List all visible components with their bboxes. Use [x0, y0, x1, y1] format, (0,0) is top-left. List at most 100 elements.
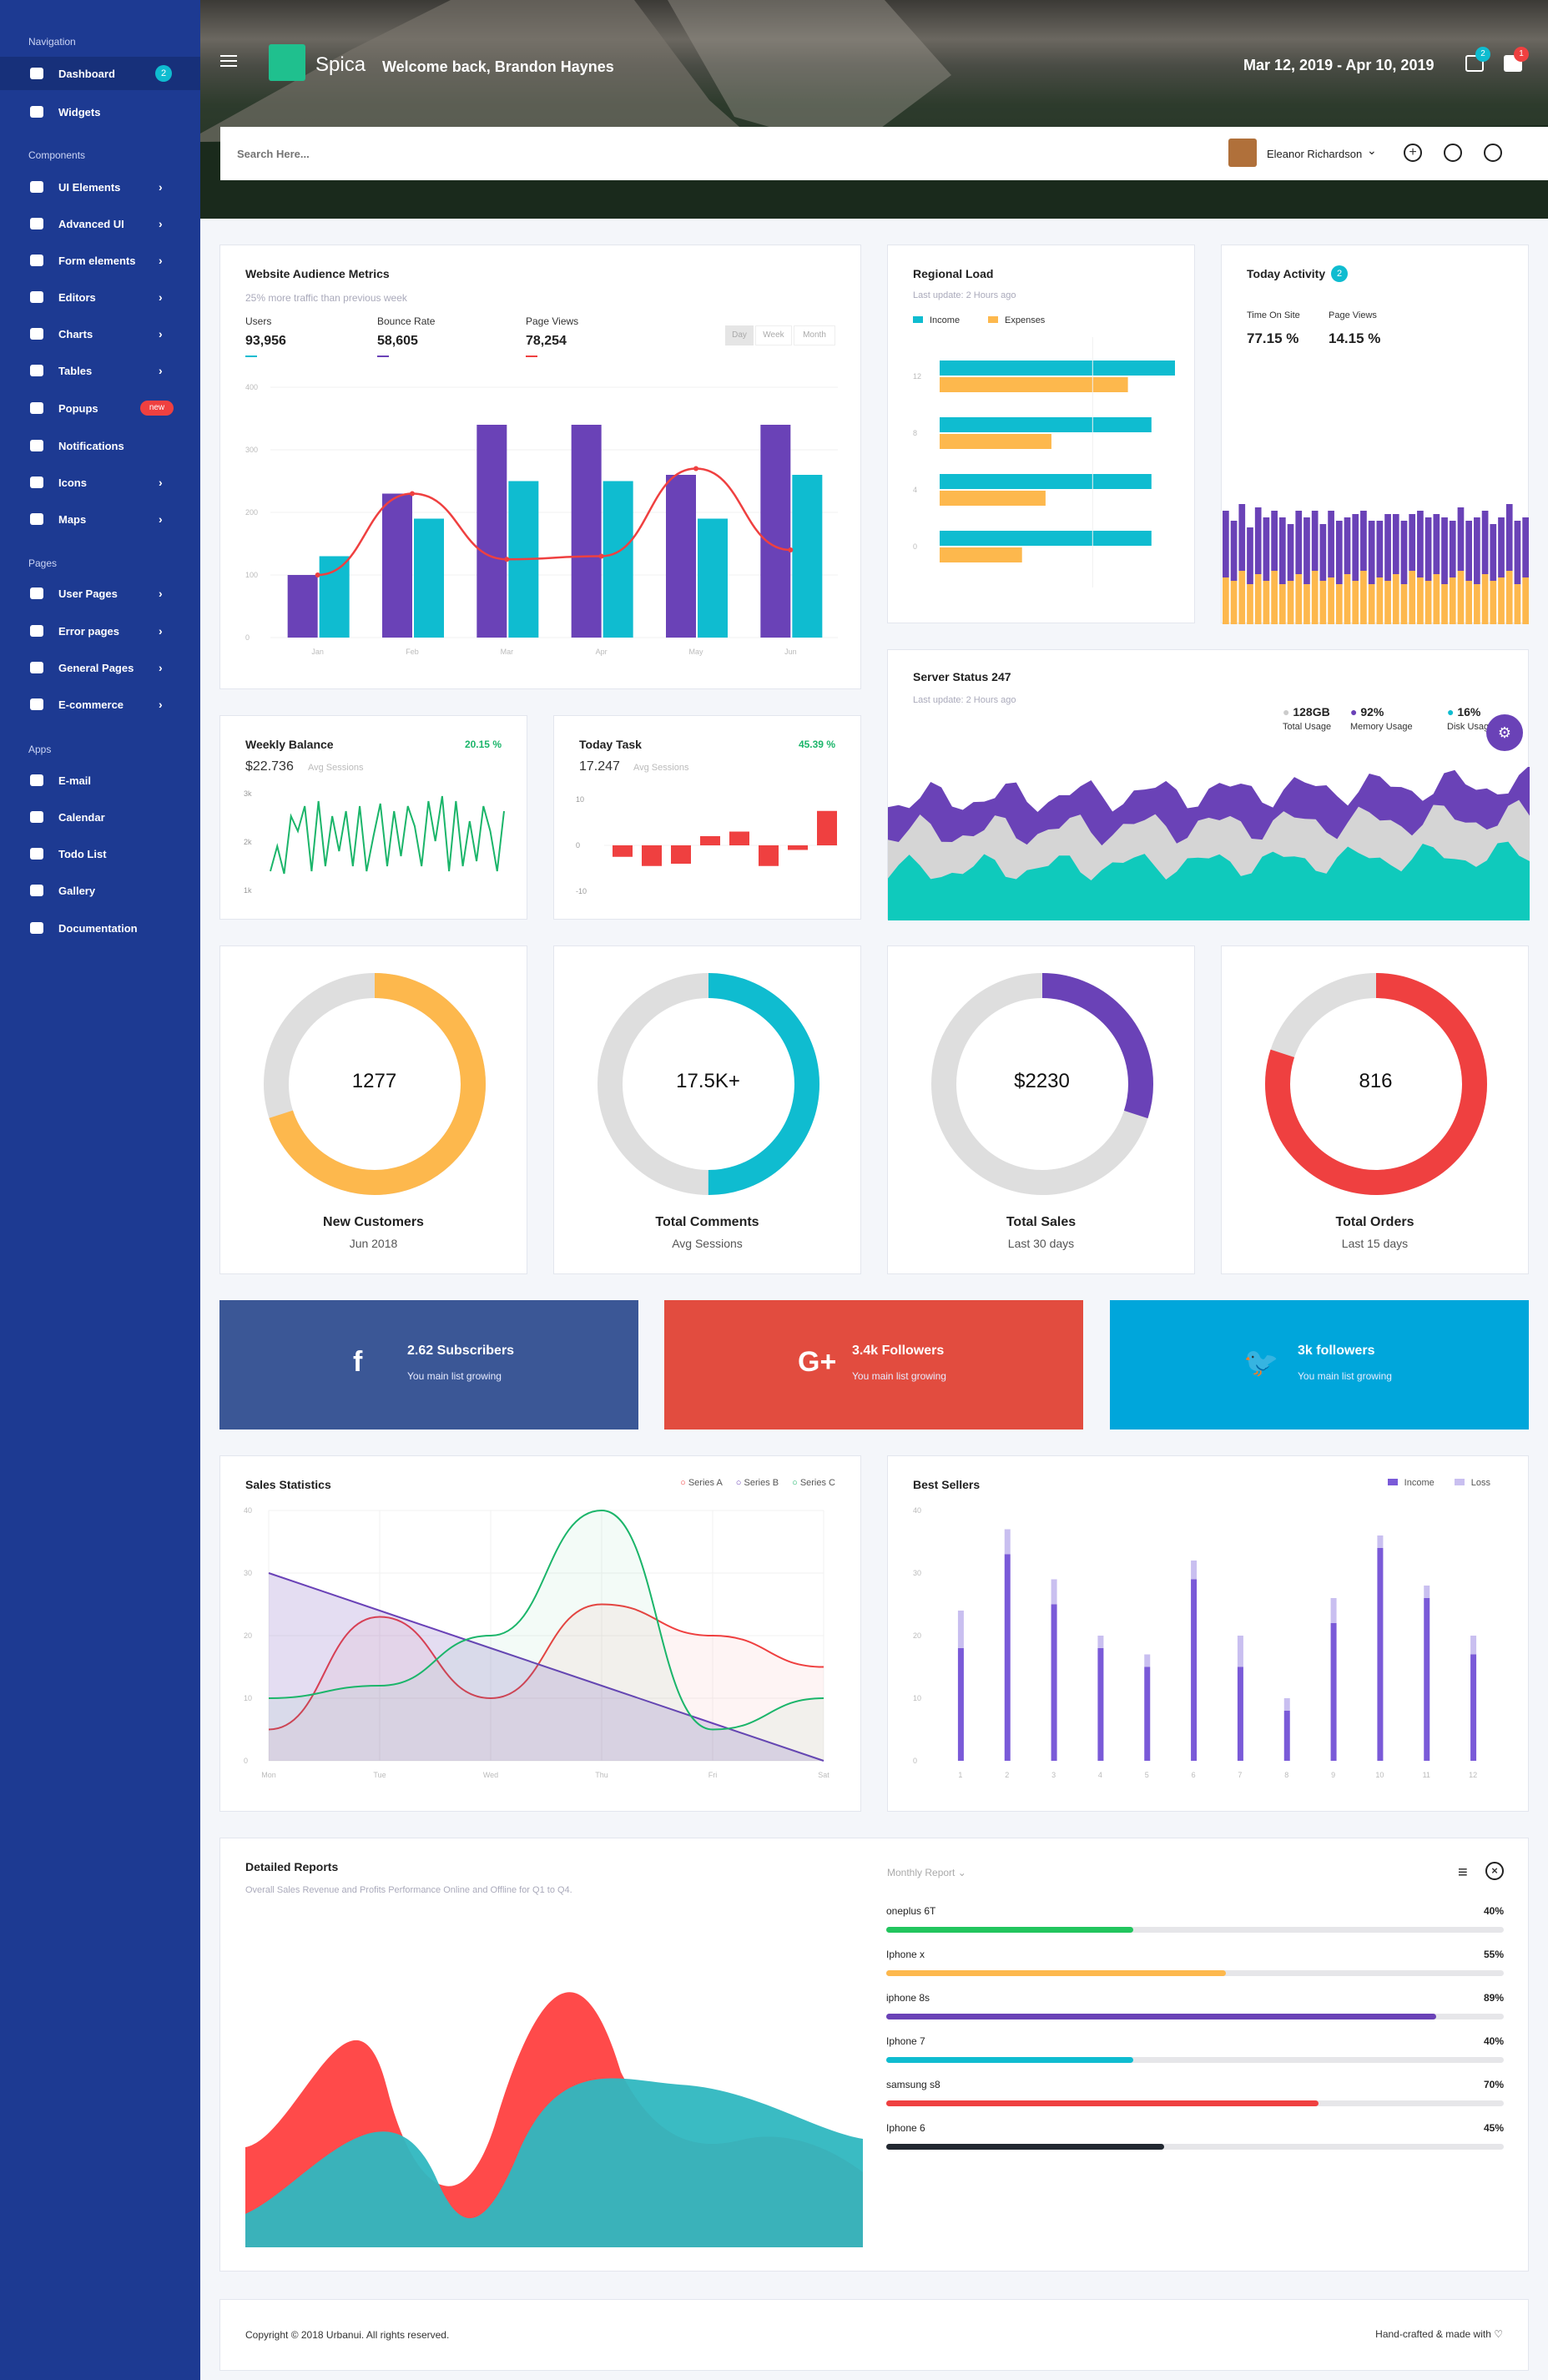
- sidebar-item-charts[interactable]: Charts ›: [0, 317, 200, 350]
- sidebar-item-user-pages[interactable]: User Pages ›: [0, 577, 200, 610]
- brand-name[interactable]: Spica: [315, 53, 366, 76]
- tab-week[interactable]: Week: [755, 325, 792, 345]
- sidebar-item-form-elements[interactable]: Form elements ›: [0, 244, 200, 277]
- sidebar-item-gallery[interactable]: Gallery: [0, 874, 200, 907]
- y-tick: 400: [245, 383, 258, 391]
- best-sellers-card: Best Sellers Income Loss 0 10 20 30 40 1 2 3 4 5 6 7…: [887, 1455, 1529, 1812]
- activity-bar-a: [1498, 577, 1505, 624]
- detailed-area-chart: [245, 1992, 863, 2247]
- y-tick: 0: [245, 633, 250, 642]
- time-on-site-label: Time On Site: [1247, 310, 1300, 320]
- sidebar-item-advanced-ui[interactable]: Advanced UI ›: [0, 207, 200, 240]
- nav-section-apps: Apps: [28, 744, 52, 755]
- x-tick: Sat: [818, 1771, 829, 1779]
- sidebar-item-notifications[interactable]: Notifications: [0, 429, 200, 462]
- activity-bar-a: [1449, 577, 1456, 624]
- detailed-reports-card: Detailed Reports Overall Sales Revenue a…: [219, 1838, 1529, 2272]
- sidebar-item-label: Documentation: [58, 921, 138, 935]
- documentation-icon: [30, 922, 43, 934]
- sidebar-item-icons[interactable]: Icons ›: [0, 466, 200, 499]
- sidebar-item-dashboard[interactable]: Dashboard 2: [0, 57, 200, 90]
- loss-bar: [1330, 1598, 1337, 1623]
- add-circle-icon[interactable]: +: [1404, 144, 1422, 162]
- e-mail-icon: [30, 774, 43, 786]
- stat-donut-card: 816 Total Orders Last 15 days: [1221, 945, 1529, 1274]
- close-circle-icon[interactable]: ×: [1485, 1862, 1504, 1880]
- sidebar-item-error-pages[interactable]: Error pages ›: [0, 614, 200, 648]
- globe-icon[interactable]: [1444, 144, 1462, 162]
- x-tick: 1: [958, 1771, 962, 1779]
- stat-users-marker: [245, 355, 257, 357]
- chevron-down-icon[interactable]: ⌄: [1367, 144, 1377, 157]
- stat-views-value: 78,254: [526, 334, 567, 348]
- ui-elements-icon: [30, 181, 43, 193]
- y-tick: 0: [913, 1757, 917, 1765]
- activity-title: Today Activity: [1247, 267, 1326, 280]
- activity-bar-b: [1344, 517, 1351, 574]
- series-line: [268, 1509, 824, 1731]
- social-card[interactable]: f 2.62 Subscribers You main list growing: [219, 1300, 638, 1430]
- avatar[interactable]: [1228, 139, 1257, 167]
- progress-fill: [886, 2144, 1164, 2150]
- sidebar-item-calendar[interactable]: Calendar: [0, 800, 200, 834]
- today-activity-card: Today Activity 2 Time On Site 77.15 % Pa…: [1221, 245, 1529, 624]
- sidebar-item-popups[interactable]: Popups new: [0, 391, 200, 425]
- activity-badge: 2: [1331, 265, 1348, 282]
- activity-bar-b: [1392, 514, 1399, 574]
- sidebar-item-e-commerce[interactable]: E-commerce ›: [0, 688, 200, 721]
- y-tick: 12: [913, 372, 921, 381]
- y-tick: 0: [244, 1757, 248, 1765]
- user-name[interactable]: Eleanor Richardson: [1267, 148, 1363, 160]
- sidebar-item-widgets[interactable]: Widgets: [0, 95, 200, 129]
- cart-icon[interactable]: [1465, 55, 1484, 72]
- regional-title: Regional Load: [913, 267, 994, 280]
- sidebar-item-e-mail[interactable]: E-mail: [0, 764, 200, 797]
- y-tick: 0: [576, 841, 580, 850]
- brand-logo-icon[interactable]: [269, 44, 305, 81]
- tab-month[interactable]: Month: [794, 325, 835, 345]
- teal-area: [245, 2078, 863, 2247]
- tab-day[interactable]: Day: [725, 325, 754, 345]
- page-views-label: Page Views: [1329, 310, 1377, 320]
- activity-bar-a: [1424, 581, 1432, 624]
- sidebar-item-general-pages[interactable]: General Pages ›: [0, 651, 200, 684]
- audience-bar-chart: 0 100 200 300 400 Jan Feb Mar Apr May Jun: [245, 383, 838, 656]
- regional-hbar-chart: 12 8 4 0: [913, 337, 1175, 587]
- stat-donut-card: 17.5K+ Total Comments Avg Sessions: [553, 945, 861, 1274]
- sidebar-item-todo-list[interactable]: Todo List: [0, 837, 200, 870]
- search-input[interactable]: [237, 144, 654, 164]
- task-bar: [788, 845, 808, 850]
- sort-list-icon[interactable]: ≡: [1458, 1863, 1468, 1882]
- today-task-bar-chart: 10 0 -10: [576, 795, 838, 895]
- x-tick: 4: [1098, 1771, 1102, 1779]
- monthly-report-dropdown[interactable]: Monthly Report ⌄: [887, 1867, 966, 1878]
- date-range[interactable]: Mar 12, 2019 - Apr 10, 2019: [1243, 57, 1435, 73]
- menu-toggle-icon[interactable]: [220, 55, 237, 67]
- activity-bar-b: [1238, 504, 1246, 571]
- task-bar: [817, 810, 837, 845]
- sidebar-item-tables[interactable]: Tables ›: [0, 354, 200, 387]
- activity-bar-b: [1376, 521, 1384, 577]
- sidebar-item-documentation[interactable]: Documentation: [0, 911, 200, 945]
- progress-fill: [886, 2014, 1436, 2019]
- clock-icon[interactable]: [1484, 144, 1502, 162]
- today-task-title: Today Task: [579, 738, 642, 751]
- chevron-right-icon: ›: [159, 180, 163, 194]
- activity-bar-b: [1295, 511, 1303, 574]
- x-tick: Feb: [406, 648, 419, 656]
- sidebar-item-ui-elements[interactable]: UI Elements ›: [0, 170, 200, 204]
- x-tick: Mon: [261, 1771, 276, 1779]
- bar-income: [940, 417, 1152, 432]
- sidebar-item-editors[interactable]: Editors ›: [0, 280, 200, 314]
- social-title: 3.4k Followers: [852, 1344, 945, 1358]
- social-card[interactable]: G+ 3.4k Followers You main list growing: [664, 1300, 1083, 1430]
- social-card[interactable]: 🐦 3k followers You main list growing: [1110, 1300, 1529, 1430]
- sidebar-item-maps[interactable]: Maps ›: [0, 502, 200, 536]
- sidebar-item-label: Icons: [58, 476, 87, 489]
- settings-gear-icon[interactable]: ⚙: [1486, 714, 1523, 751]
- bar: [792, 475, 823, 638]
- donut-chart: [931, 973, 1153, 1195]
- x-tick: 5: [1145, 1771, 1149, 1779]
- notif-badge-1: 2: [1475, 47, 1490, 62]
